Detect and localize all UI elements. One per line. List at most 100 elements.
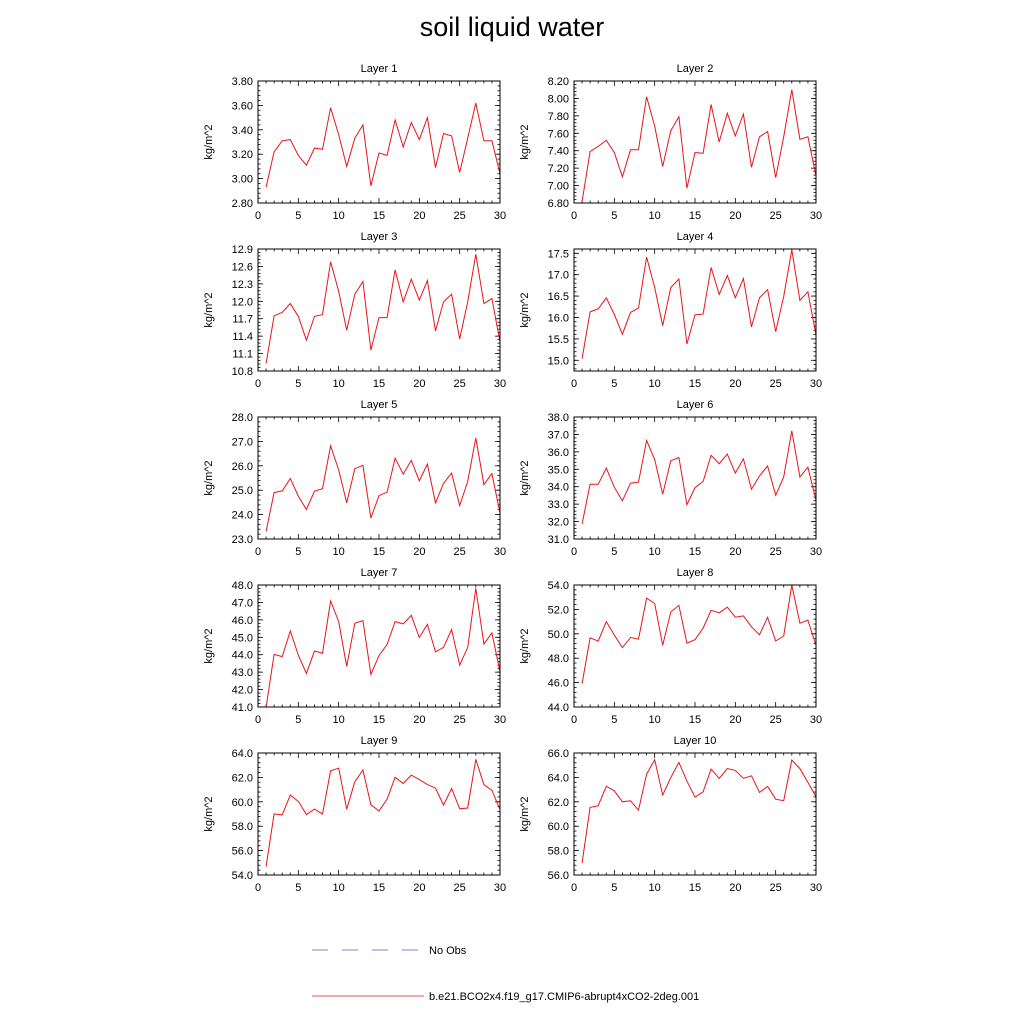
x-tick-label: 30 xyxy=(494,210,506,222)
x-tick-label: 15 xyxy=(689,546,701,558)
y-tick-label: 48.0 xyxy=(548,653,569,665)
y-axis-label: kg/m^2 xyxy=(519,292,531,327)
y-tick-label: 35.0 xyxy=(548,464,569,476)
x-tick-label: 0 xyxy=(571,546,577,558)
x-tick-label: 5 xyxy=(295,882,301,894)
legend-label-no-obs: No Obs xyxy=(429,945,467,957)
y-tick-label: 25.0 xyxy=(232,485,253,497)
y-axis-label: kg/m^2 xyxy=(519,460,531,495)
x-tick-label: 15 xyxy=(689,378,701,390)
x-tick-label: 5 xyxy=(295,210,301,222)
y-tick-label: 37.0 xyxy=(548,429,569,441)
x-tick-label: 5 xyxy=(611,882,617,894)
panel-title: Layer 2 xyxy=(677,63,714,75)
x-tick-label: 15 xyxy=(689,210,701,222)
y-tick-label: 3.20 xyxy=(232,149,253,161)
x-tick-label: 10 xyxy=(649,714,661,726)
x-tick-label: 15 xyxy=(373,714,385,726)
y-axis-label: kg/m^2 xyxy=(203,628,215,663)
plot-frame xyxy=(573,80,817,204)
y-tick-label: 38.0 xyxy=(548,412,569,424)
y-axis-label: kg/m^2 xyxy=(203,796,215,831)
y-tick-label: 64.0 xyxy=(232,748,253,760)
x-tick-label: 15 xyxy=(689,714,701,726)
x-tick-label: 5 xyxy=(611,378,617,390)
x-tick-label: 0 xyxy=(571,714,577,726)
x-tick-label: 30 xyxy=(494,546,506,558)
y-tick-label: 54.0 xyxy=(548,580,569,592)
x-tick-label: 30 xyxy=(810,378,822,390)
y-tick-label: 3.60 xyxy=(232,100,253,112)
layer-panel: Layer 6 kg/m^2 0 5 10 15 20 25 30 31.0 32.0 33.0 34.… xyxy=(519,399,822,558)
y-tick-label: 66.0 xyxy=(548,748,569,760)
legend: No Obs b.e21.BCO2x4.f19_g17.CMIP6-abrupt… xyxy=(312,945,699,1003)
x-tick-label: 5 xyxy=(611,210,617,222)
series-line xyxy=(581,585,816,684)
x-tick-label: 25 xyxy=(770,210,782,222)
layer-panel: Layer 1 kg/m^2 0 5 10 15 20 25 30 2.80 3.00 3.20 3.4… xyxy=(203,63,506,222)
y-tick-label: 3.80 xyxy=(232,76,253,88)
series-line xyxy=(265,437,500,532)
series-line xyxy=(581,758,816,863)
x-tick-label: 30 xyxy=(494,882,506,894)
layer-panel: Layer 4 kg/m^2 0 5 10 15 20 25 30 15.0 15.5 16.0 16.… xyxy=(519,231,822,390)
y-tick-label: 7.40 xyxy=(548,146,569,158)
layer-panel: Layer 9 kg/m^2 0 5 10 15 20 25 30 54.0 56.0 58.0 60.… xyxy=(203,735,506,894)
layer-panel: Layer 10 kg/m^2 0 5 10 15 20 25 30 56.0 58.0 60.0 62… xyxy=(519,735,822,894)
y-tick-label: 36.0 xyxy=(548,447,569,459)
x-tick-label: 5 xyxy=(611,546,617,558)
layer-panel: Layer 2 kg/m^2 0 5 10 15 20 25 30 6.80 7.00 7.20 7.4… xyxy=(519,63,822,222)
layer-panel: Layer 3 kg/m^2 0 5 10 15 20 25 30 10.8 11.1 11.4 11.… xyxy=(203,231,506,390)
y-tick-label: 16.5 xyxy=(548,291,569,303)
x-tick-label: 15 xyxy=(373,882,385,894)
y-axis-label: kg/m^2 xyxy=(519,628,531,663)
x-tick-label: 15 xyxy=(373,546,385,558)
y-tick-label: 17.5 xyxy=(548,248,569,260)
y-tick-label: 48.0 xyxy=(232,580,253,592)
x-tick-label: 20 xyxy=(413,714,425,726)
plot-frame xyxy=(573,584,817,708)
x-tick-label: 15 xyxy=(689,882,701,894)
plot-frame xyxy=(257,248,501,372)
y-tick-label: 50.0 xyxy=(548,629,569,641)
y-tick-label: 60.0 xyxy=(548,821,569,833)
y-tick-label: 52.0 xyxy=(548,604,569,616)
plot-frame xyxy=(573,416,817,540)
y-tick-label: 58.0 xyxy=(232,821,253,833)
layer-panel: Layer 5 kg/m^2 0 5 10 15 20 25 30 23.0 24.0 25.0 26.… xyxy=(203,399,506,558)
y-tick-label: 11.4 xyxy=(232,331,253,343)
x-tick-label: 20 xyxy=(413,882,425,894)
x-tick-label: 25 xyxy=(770,714,782,726)
y-tick-label: 62.0 xyxy=(548,797,569,809)
x-tick-label: 30 xyxy=(810,210,822,222)
y-tick-label: 58.0 xyxy=(548,846,569,858)
x-tick-label: 25 xyxy=(454,882,466,894)
x-tick-label: 30 xyxy=(810,714,822,726)
y-tick-label: 27.0 xyxy=(232,436,253,448)
x-tick-label: 30 xyxy=(810,882,822,894)
series-line xyxy=(265,588,500,707)
x-tick-label: 10 xyxy=(649,546,661,558)
series-line xyxy=(265,759,500,867)
y-tick-label: 45.0 xyxy=(232,632,253,644)
y-tick-label: 3.00 xyxy=(232,174,253,186)
x-tick-label: 10 xyxy=(333,210,345,222)
y-tick-label: 32.0 xyxy=(548,517,569,529)
y-axis-label: kg/m^2 xyxy=(203,292,215,327)
y-tick-label: 3.40 xyxy=(232,125,253,137)
chart-panels: Layer 1 kg/m^2 0 5 10 15 20 25 30 2.80 3.00 3.20 3.4… xyxy=(203,63,822,894)
y-tick-label: 43.0 xyxy=(232,667,253,679)
y-tick-label: 8.20 xyxy=(548,76,569,88)
y-axis-label: kg/m^2 xyxy=(203,460,215,495)
x-tick-label: 0 xyxy=(255,714,261,726)
x-tick-label: 25 xyxy=(454,546,466,558)
y-tick-label: 7.00 xyxy=(548,181,569,193)
series-line xyxy=(265,102,500,188)
plot-frame xyxy=(257,80,501,204)
x-tick-label: 25 xyxy=(454,210,466,222)
x-tick-label: 0 xyxy=(571,882,577,894)
series-line xyxy=(581,89,816,202)
x-tick-label: 25 xyxy=(454,714,466,726)
y-tick-label: 7.20 xyxy=(548,163,569,175)
